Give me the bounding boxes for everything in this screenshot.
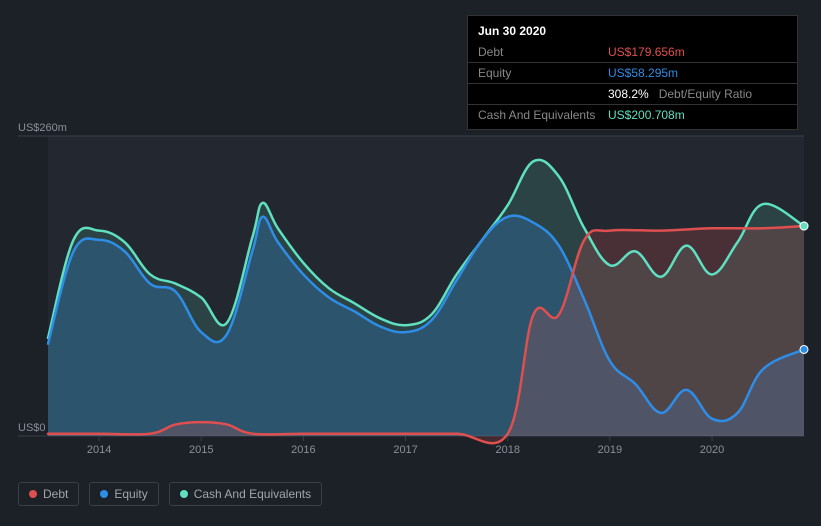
tooltip-row: Equity US$58.295m (468, 62, 797, 83)
x-axis-tick: 2019 (598, 444, 622, 456)
x-axis-tick: 2015 (189, 444, 213, 456)
x-axis-tick: 2017 (393, 444, 417, 456)
tooltip-value: US$179.656m (608, 43, 685, 61)
legend-dot-icon (180, 490, 188, 498)
legend-dot-icon (29, 490, 37, 498)
chart-legend: Debt Equity Cash And Equivalents (18, 482, 322, 506)
tooltip-label: Debt (478, 43, 598, 61)
legend-label: Equity (114, 487, 147, 501)
tooltip-value: US$200.708m (608, 106, 685, 124)
y-axis-tick: US$0 (18, 422, 46, 434)
tooltip-value: US$58.295m (608, 64, 678, 82)
end-marker-equity (800, 345, 808, 353)
legend-item-debt[interactable]: Debt (18, 482, 79, 506)
x-axis-tick: 2016 (291, 444, 315, 456)
tooltip-row: 308.2% Debt/Equity Ratio (468, 83, 797, 104)
tooltip-row: Cash And Equivalents US$200.708m (468, 104, 797, 125)
tooltip-label: Equity (478, 64, 598, 82)
tooltip-label (478, 85, 598, 103)
legend-item-cash-and-equivalents[interactable]: Cash And Equivalents (169, 482, 322, 506)
tooltip-suffix: Debt/Equity Ratio (659, 85, 752, 103)
tooltip-row: Debt US$179.656m (468, 42, 797, 62)
legend-item-equity[interactable]: Equity (89, 482, 158, 506)
x-axis-tick: 2020 (700, 444, 724, 456)
x-axis-tick: 2014 (87, 444, 111, 456)
x-axis-tick: 2018 (495, 444, 519, 456)
y-axis-tick: US$260m (18, 122, 67, 134)
legend-dot-icon (100, 490, 108, 498)
legend-label: Debt (43, 487, 68, 501)
end-marker-cash-and-equivalents (800, 222, 808, 230)
tooltip-label: Cash And Equivalents (478, 106, 598, 124)
tooltip-value: 308.2% (608, 85, 649, 103)
tooltip-date: Jun 30 2020 (468, 20, 797, 42)
legend-label: Cash And Equivalents (194, 487, 311, 501)
chart-tooltip: Jun 30 2020 Debt US$179.656m Equity US$58.2… (467, 15, 798, 130)
